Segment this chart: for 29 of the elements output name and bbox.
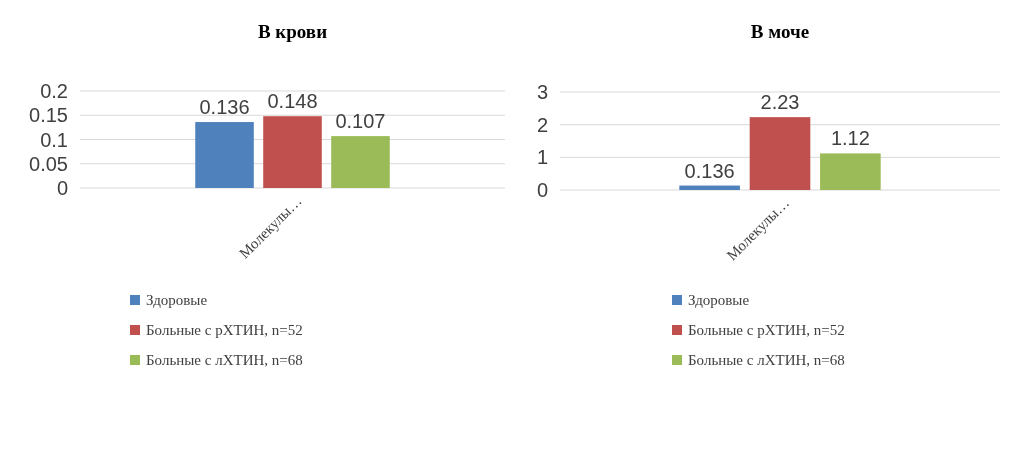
y-tick-label: 0.2 — [40, 80, 68, 102]
legend-label: Больные с рХТИН, n=52 — [688, 322, 845, 339]
data-label: 0.148 — [267, 90, 318, 113]
y-tick-label: 0.1 — [40, 128, 68, 151]
legend-label: Здоровые — [146, 292, 208, 309]
y-tick-label: 0.05 — [29, 152, 68, 175]
bar — [679, 185, 740, 190]
data-label: 0.107 — [335, 110, 386, 133]
chart-title: В крови — [257, 21, 328, 42]
bar — [195, 122, 254, 188]
y-tick-label: 3 — [536, 81, 548, 103]
data-label: 0.136 — [684, 159, 735, 182]
legend-label: Больные с лХТИН, n=68 — [688, 352, 845, 369]
bar — [749, 117, 811, 190]
y-tick-label: 2 — [536, 113, 548, 136]
chart-title: В моче — [750, 21, 810, 42]
legend-label: Больные с лХТИН, n=68 — [146, 352, 303, 369]
y-tick-label: 1 — [536, 146, 548, 169]
bar — [820, 153, 881, 190]
data-label: 0.136 — [199, 96, 250, 119]
data-label: 2.23 — [760, 91, 800, 114]
y-tick-label: 0 — [536, 179, 548, 201]
y-tick-label: 0 — [56, 177, 68, 199]
legend-label: Больные с рХТИН, n=52 — [146, 322, 303, 339]
y-tick-label: 0.15 — [29, 104, 68, 127]
legend-label: Здоровые — [688, 292, 750, 309]
data-label: 1.12 — [830, 127, 870, 150]
bar — [263, 116, 322, 188]
bar — [331, 136, 390, 188]
